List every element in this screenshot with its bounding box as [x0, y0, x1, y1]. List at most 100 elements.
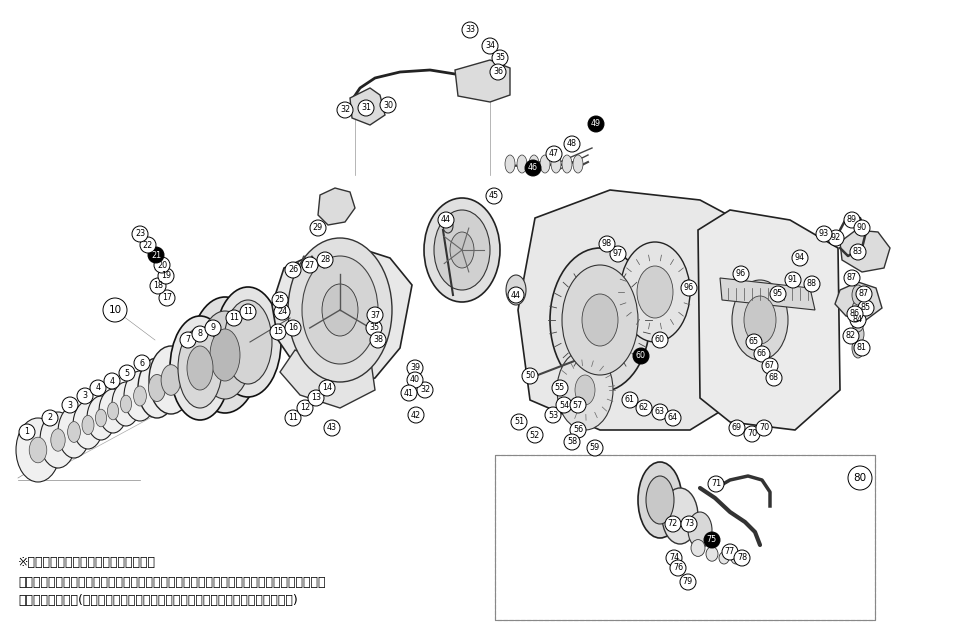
Text: 66: 66 [757, 350, 766, 359]
Text: 54: 54 [558, 401, 569, 410]
Ellipse shape [645, 476, 673, 524]
Circle shape [140, 237, 156, 253]
Ellipse shape [705, 547, 718, 561]
Text: 24: 24 [276, 307, 287, 317]
Ellipse shape [851, 338, 863, 358]
Ellipse shape [637, 266, 672, 318]
Circle shape [651, 332, 667, 348]
Text: 12: 12 [299, 403, 310, 413]
Text: 18: 18 [152, 282, 163, 291]
Ellipse shape [187, 346, 213, 390]
Ellipse shape [224, 300, 272, 384]
Text: 27: 27 [305, 261, 314, 270]
Circle shape [366, 320, 381, 336]
Circle shape [416, 382, 433, 398]
Circle shape [563, 434, 579, 450]
Circle shape [857, 300, 873, 316]
Text: 1: 1 [25, 427, 30, 436]
Circle shape [664, 516, 680, 532]
Text: 65: 65 [748, 338, 759, 347]
Text: 22: 22 [143, 240, 153, 249]
Circle shape [296, 400, 313, 416]
Text: 81: 81 [856, 343, 866, 352]
Text: 11: 11 [243, 307, 253, 317]
Text: 19: 19 [161, 272, 171, 280]
Text: 13: 13 [311, 394, 320, 403]
Ellipse shape [40, 412, 76, 468]
Circle shape [285, 262, 301, 278]
Circle shape [847, 466, 871, 490]
Circle shape [651, 404, 667, 420]
Text: 61: 61 [624, 396, 635, 404]
Circle shape [308, 390, 324, 406]
Text: 73: 73 [683, 520, 694, 529]
Circle shape [521, 368, 537, 384]
Ellipse shape [82, 415, 94, 434]
Text: 60: 60 [655, 336, 664, 345]
Text: 96: 96 [735, 270, 745, 279]
Circle shape [745, 334, 761, 350]
Ellipse shape [199, 311, 251, 399]
Text: 69: 69 [731, 424, 741, 432]
Circle shape [158, 268, 173, 284]
Circle shape [379, 97, 395, 113]
Text: 23: 23 [134, 230, 145, 238]
Text: 9: 9 [211, 324, 215, 333]
Text: 80: 80 [853, 473, 865, 483]
Text: 91: 91 [787, 275, 798, 284]
Text: 35: 35 [495, 53, 504, 62]
Circle shape [407, 372, 422, 388]
Text: 4: 4 [110, 377, 114, 385]
Text: 49: 49 [590, 120, 600, 128]
Circle shape [784, 272, 801, 288]
Text: 37: 37 [370, 310, 379, 319]
Text: 87: 87 [846, 273, 856, 282]
Circle shape [569, 422, 585, 438]
Circle shape [526, 427, 542, 443]
Ellipse shape [517, 155, 526, 173]
Text: 89: 89 [846, 216, 856, 225]
Text: 調整座金類に関しましては、必ずしも分解図中の表現と一致しない場合がございますので、: 調整座金類に関しましては、必ずしも分解図中の表現と一致しない場合がございますので… [18, 576, 325, 589]
Ellipse shape [178, 328, 222, 408]
Ellipse shape [573, 155, 582, 173]
Ellipse shape [529, 155, 538, 173]
Ellipse shape [16, 418, 60, 482]
Ellipse shape [450, 232, 474, 268]
Circle shape [316, 252, 333, 268]
Ellipse shape [851, 312, 863, 332]
Ellipse shape [719, 552, 728, 564]
Text: 75: 75 [706, 536, 717, 544]
Ellipse shape [161, 364, 181, 396]
Circle shape [132, 226, 148, 242]
Circle shape [721, 544, 738, 560]
Ellipse shape [505, 275, 525, 305]
Text: 40: 40 [410, 375, 419, 385]
Polygon shape [720, 278, 814, 310]
Ellipse shape [30, 437, 47, 463]
Ellipse shape [73, 401, 103, 449]
Text: 35: 35 [369, 324, 378, 333]
Text: 43: 43 [327, 424, 336, 432]
Circle shape [679, 574, 696, 590]
Circle shape [150, 278, 166, 294]
Circle shape [680, 280, 697, 296]
Circle shape [544, 407, 560, 423]
Ellipse shape [731, 280, 787, 360]
Circle shape [104, 373, 120, 389]
Text: 10: 10 [109, 305, 121, 315]
Circle shape [703, 532, 720, 548]
Circle shape [755, 420, 771, 436]
Text: 6: 6 [139, 359, 144, 368]
Text: 7: 7 [185, 336, 191, 345]
Text: 57: 57 [572, 401, 582, 410]
Bar [495, 455, 874, 620]
Text: 86: 86 [849, 310, 859, 319]
Ellipse shape [210, 329, 240, 381]
Text: 32: 32 [339, 106, 350, 114]
Text: 39: 39 [410, 364, 419, 373]
Ellipse shape [214, 287, 281, 397]
Bar [495, 455, 874, 620]
Text: 47: 47 [548, 149, 558, 158]
Circle shape [753, 346, 769, 362]
Circle shape [853, 340, 869, 356]
